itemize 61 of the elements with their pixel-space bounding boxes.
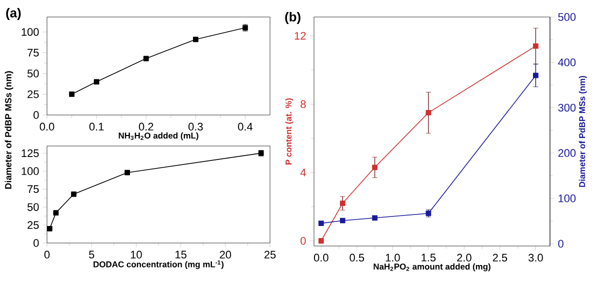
- x-tick-label: 20: [220, 250, 232, 259]
- point: [340, 200, 346, 206]
- point: [71, 191, 76, 197]
- x-tick-label: 2.0: [457, 254, 472, 262]
- y2-tick-label: 200: [558, 149, 576, 157]
- x-tick-label: 15: [176, 250, 186, 258]
- point: [340, 218, 346, 224]
- y2-tick-label: 300: [558, 104, 576, 112]
- y-tick-label: 8: [300, 100, 306, 108]
- x-tick-label: 2.5: [492, 254, 508, 262]
- x-tick-label: 0.2: [138, 122, 154, 131]
- x-tick-label: 0: [44, 250, 50, 259]
- x-tick-label: 1.5: [422, 254, 436, 262]
- point: [94, 79, 100, 84]
- x-tick-label: 5: [88, 250, 94, 258]
- point: [318, 238, 324, 244]
- y-axis-title: Diameter of PdBP MSs (nm): [4, 71, 14, 189]
- x-tick-label: 0.1: [89, 122, 104, 131]
- x-axis-title: NH$_{3}$H$_{2}$O added (mL): [118, 132, 198, 140]
- point: [533, 72, 538, 78]
- y2-tick-label: 100: [558, 194, 576, 202]
- text: (b): [285, 12, 300, 24]
- x-tick-label: 10: [130, 250, 142, 259]
- x-tick-label: 0.0: [40, 122, 54, 131]
- y-tick-label: 25: [28, 221, 39, 229]
- x-tick-label: 1.0: [386, 254, 400, 262]
- point: [372, 215, 378, 221]
- y2-tick-label: 400: [558, 58, 576, 66]
- y-tick-label: 100: [22, 28, 39, 36]
- y-tick-label: 25: [28, 90, 39, 98]
- x-tick-label: 25: [264, 250, 276, 259]
- x-tick-label: 0.4: [238, 122, 253, 131]
- y-tick-label: 50: [27, 70, 39, 78]
- point: [372, 164, 378, 170]
- y-tick-label: 125: [22, 149, 39, 158]
- y-tick-label: 12: [294, 32, 306, 40]
- y2-tick-label: 0: [558, 240, 564, 248]
- y2-axis-title: Diameter of PdBP MSs (nm): [578, 76, 587, 187]
- y-tick-label: 0: [34, 111, 39, 119]
- y-tick-label: 75: [28, 48, 39, 57]
- point: [46, 226, 52, 232]
- x-axis-title: DODAC concentration (mg mL$^{-1}$): [94, 260, 224, 270]
- point: [318, 220, 324, 226]
- y-tick-label: 0: [300, 237, 306, 245]
- y-tick-label: 50: [27, 203, 39, 211]
- x-tick-label: 0.0: [314, 254, 328, 262]
- point: [53, 210, 59, 216]
- y-tick-label: 0: [34, 239, 39, 247]
- y2-tick-label: 500: [558, 13, 576, 21]
- y-axis-title: P content (at. %): [285, 98, 294, 164]
- text: (a): [6, 8, 21, 20]
- y-tick-label: 100: [22, 167, 39, 176]
- x-tick-label: 0.5: [350, 254, 364, 262]
- point: [143, 56, 149, 62]
- point: [533, 43, 538, 49]
- y-tick-label: 75: [28, 185, 39, 193]
- x-tick-label: 0.3: [188, 122, 203, 131]
- x-tick-label: 3.0: [528, 254, 543, 262]
- point: [426, 110, 432, 116]
- x-axis-title: NaH$_{2}$PO$_{2}$ amount added (mg): [374, 263, 490, 272]
- y-tick-label: 4: [300, 168, 306, 176]
